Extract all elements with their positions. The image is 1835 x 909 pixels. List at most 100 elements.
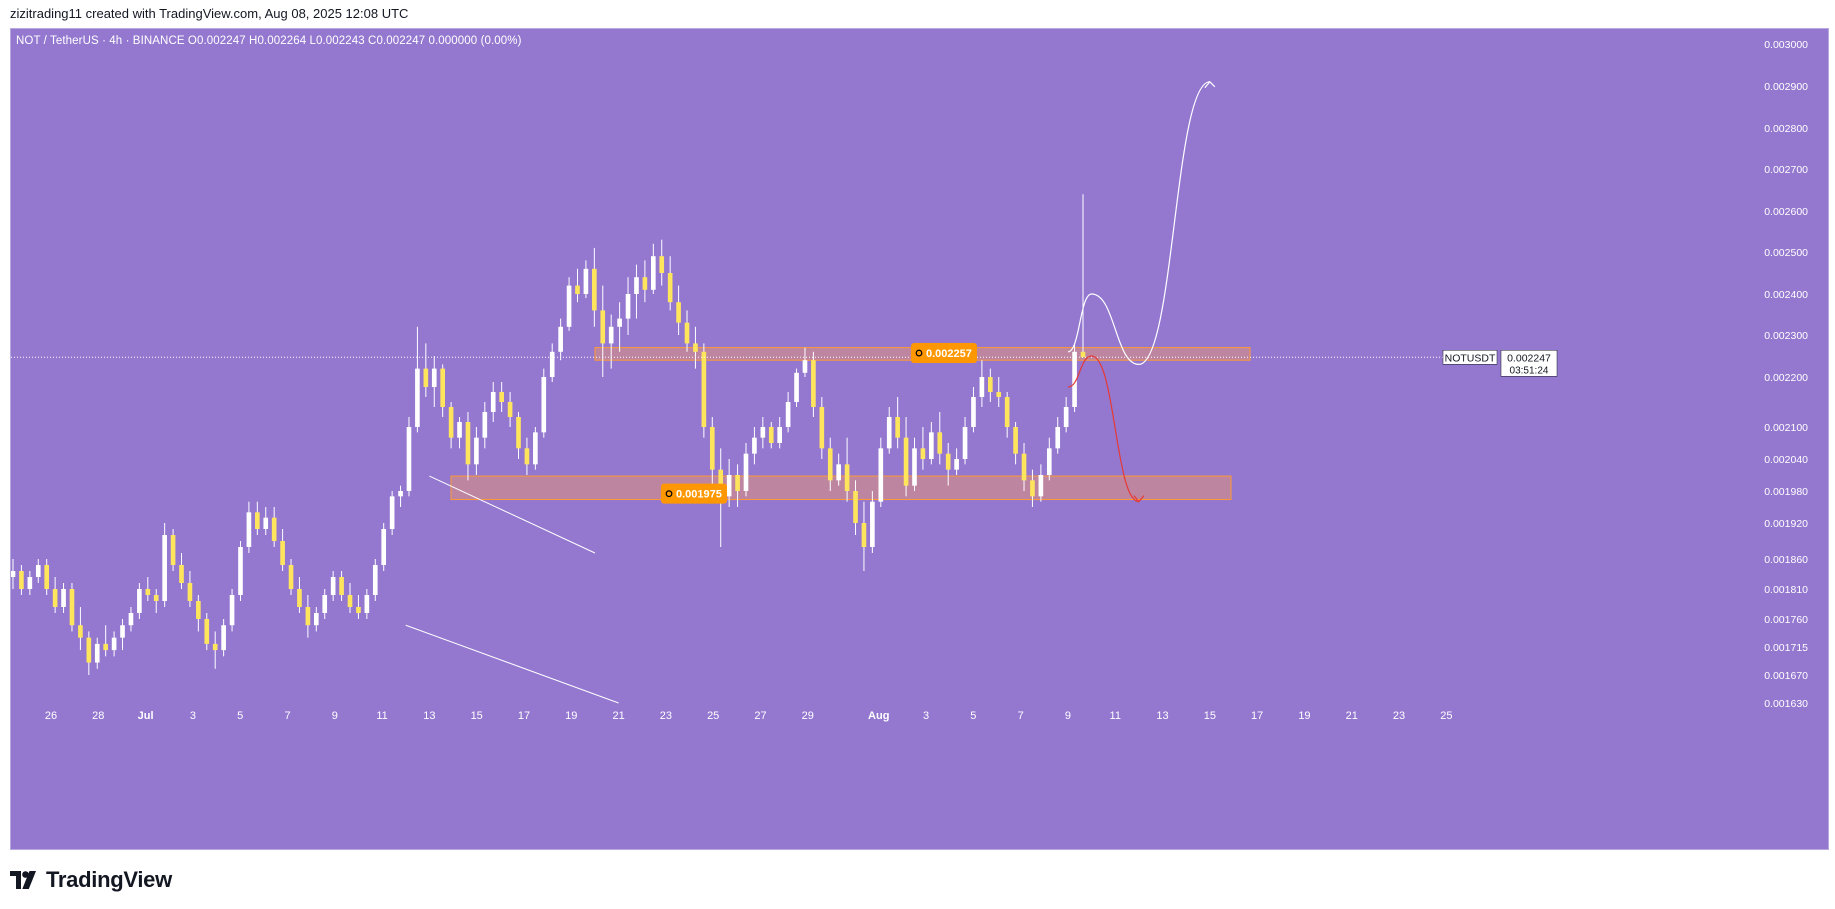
candle (516, 412, 521, 459)
candle-body (971, 397, 976, 427)
candle-body (996, 392, 1002, 397)
candle-body (128, 613, 134, 626)
candle-body (229, 595, 235, 626)
chart-pane[interactable]: 0.003000 0.002900 0.002800 0.002700 0.002600… (10, 28, 1829, 850)
price-axis-label: 0.001810 (1764, 584, 1808, 596)
candle-body (246, 512, 252, 547)
candle-body (844, 464, 850, 491)
price-tag-bg (1500, 350, 1558, 377)
price-axis-label: 0.001980 (1764, 486, 1808, 498)
time-axis-label: 25 (707, 710, 719, 722)
time-axis-label: 7 (1018, 710, 1024, 722)
time-axis-label: 3 (923, 710, 929, 722)
candle (423, 343, 429, 397)
candle-body (339, 577, 344, 595)
candle (693, 326, 698, 369)
candle-body (549, 351, 555, 377)
candle-body (78, 625, 83, 638)
time-axis-label: 9 (332, 710, 338, 722)
candle (524, 437, 530, 475)
candle (1046, 437, 1052, 481)
time-axis-label: 9 (1065, 710, 1071, 722)
candle-body (853, 491, 858, 523)
candle (1080, 194, 1086, 358)
candle-body (777, 427, 783, 443)
candle (743, 443, 749, 497)
candle (592, 247, 597, 327)
candle (103, 625, 108, 657)
candle (474, 427, 479, 475)
candle-body (221, 625, 226, 651)
candle-body (137, 589, 142, 613)
candle-body (886, 417, 892, 449)
candle (996, 377, 1002, 407)
candle (507, 392, 513, 427)
price-axis-label: 0.002600 (1764, 206, 1808, 218)
candle (145, 577, 151, 601)
candle-body (482, 412, 488, 438)
candle-body (819, 407, 825, 449)
time-axis-label: 7 (284, 710, 290, 722)
candle (170, 529, 176, 571)
candle (499, 382, 504, 412)
candle (777, 417, 783, 449)
candle-body (878, 448, 884, 502)
candle (431, 356, 437, 407)
candle-body (61, 589, 66, 607)
time-axis-label: 11 (1110, 710, 1121, 722)
price-tag-text: 0.002247 (1507, 352, 1551, 364)
candle-body (600, 310, 606, 344)
price-axis-label: 0.002900 (1764, 81, 1808, 93)
candle (255, 501, 260, 535)
candle-body (271, 517, 277, 541)
candle (347, 583, 353, 613)
candle (1055, 417, 1061, 454)
candle (229, 589, 235, 632)
countdown-text: 03:51:24 (1510, 365, 1549, 376)
candle (945, 443, 951, 486)
candle (398, 485, 403, 507)
candle (701, 343, 707, 438)
candle (339, 571, 344, 601)
candle (204, 613, 210, 651)
candle (288, 559, 294, 595)
price-label-anchor (915, 349, 923, 357)
candle-body (693, 343, 698, 352)
candle (280, 529, 285, 571)
candle-body (650, 256, 656, 290)
candle-body (94, 643, 100, 663)
price-label-anchor (665, 490, 673, 498)
price-axis-label: 0.002500 (1764, 247, 1808, 259)
candle (667, 256, 673, 311)
candle (271, 507, 277, 547)
candle-body (718, 469, 724, 497)
candle-body (238, 547, 243, 595)
candle (415, 326, 420, 433)
candle-body (752, 437, 757, 454)
candle-body (592, 268, 597, 311)
candle (819, 397, 825, 459)
tradingview-logo-icon (10, 871, 36, 889)
candle-body (1063, 407, 1069, 427)
candle-body (1021, 453, 1027, 481)
channel-lower-line (405, 624, 619, 704)
candlestick-chart[interactable]: 0.003000 0.002900 0.002800 0.002700 0.002600… (11, 29, 1828, 849)
candle-body (111, 637, 117, 651)
candle (1063, 397, 1069, 433)
candle-body (288, 565, 294, 589)
candle (372, 559, 378, 601)
candle-body (726, 475, 732, 497)
candle (153, 589, 159, 613)
price-axis-label: 0.001670 (1764, 670, 1808, 682)
candle (457, 417, 462, 449)
candle-body (423, 368, 429, 387)
price-axis-label: 0.002040 (1764, 454, 1808, 466)
time-axis-label: 25 (1440, 710, 1452, 722)
candle (389, 491, 395, 535)
channel-upper-line (429, 475, 596, 554)
candle (642, 260, 648, 303)
candle (684, 310, 690, 352)
time-axis-label: 15 (471, 710, 483, 722)
candle (752, 427, 757, 465)
candle-body (372, 565, 378, 595)
